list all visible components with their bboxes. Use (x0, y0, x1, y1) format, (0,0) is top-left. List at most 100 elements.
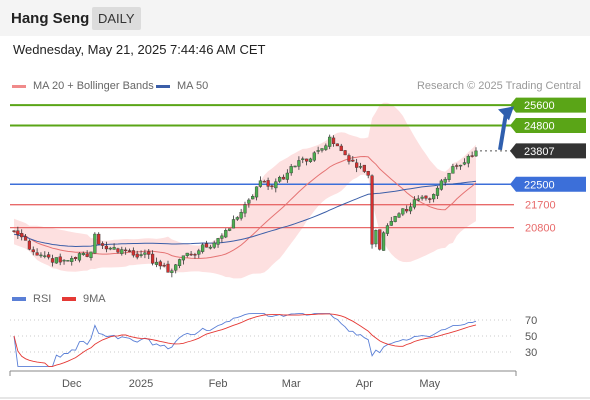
rsi-tick-30: 30 (525, 347, 537, 359)
candle-body (216, 238, 220, 245)
candle-body (305, 158, 309, 162)
candle-body (20, 233, 24, 238)
candle-body (66, 260, 70, 262)
rsi-swatch-icon (12, 297, 26, 301)
candle-body (316, 150, 320, 152)
candle-body (285, 172, 289, 180)
candle-body (251, 196, 255, 200)
rsi-ma-line (13, 313, 477, 367)
candle-body (416, 198, 420, 201)
candle-body (89, 251, 93, 258)
candle-body (27, 240, 31, 250)
x-tick-Apr: Apr (356, 378, 373, 390)
candle-body (120, 249, 124, 254)
legend-rsi-ma: 9MA (62, 293, 106, 305)
candle-body (197, 250, 201, 255)
candle-body (435, 187, 440, 196)
candle-body (181, 255, 185, 261)
candle-body (385, 225, 390, 234)
candle-body (77, 253, 82, 261)
x-tick-Mar: Mar (282, 378, 301, 390)
level-label-21700: 21700 (525, 200, 556, 212)
candle-body (54, 257, 58, 264)
candle-body (127, 250, 132, 252)
x-tick-Feb: Feb (209, 378, 228, 390)
level-label-23807: 23807 (524, 146, 555, 158)
candle-body (389, 221, 393, 226)
candle-body (166, 263, 170, 273)
candle-body (43, 255, 47, 257)
candle-body (262, 181, 266, 183)
candle-body (466, 155, 470, 164)
candle-body (235, 217, 239, 220)
candle-body (278, 177, 282, 182)
candle-body (451, 166, 455, 174)
candle-body (443, 178, 447, 183)
candle-body (208, 246, 212, 249)
ma20-swatch-icon (12, 84, 26, 88)
candle-body (270, 185, 274, 188)
level-label-25600: 25600 (524, 100, 555, 112)
candle-body (39, 254, 43, 257)
candle-body (239, 212, 243, 219)
candle-body (343, 150, 347, 156)
candle-body (331, 137, 336, 144)
ma50-line (13, 180, 477, 248)
level-tag-22500 (510, 176, 586, 192)
candle-body (177, 259, 182, 266)
candle-body (328, 136, 332, 147)
candle-body (293, 165, 297, 168)
candle-body (397, 213, 401, 218)
candle-body (147, 251, 151, 255)
candle-body (12, 230, 16, 232)
candle-body (351, 159, 355, 162)
candle-body (224, 230, 228, 238)
level-tag-23807 (510, 143, 586, 159)
candle-body (193, 254, 197, 256)
candle-body (420, 196, 424, 199)
candle-body (459, 164, 463, 167)
candle-body (274, 181, 278, 189)
bottom-divider (0, 397, 590, 399)
legend-ma50: MA 50 (156, 80, 208, 92)
datetime-label: Wednesday, May 21, 2025 7:44:46 AM CET (13, 42, 266, 57)
candle-body (401, 208, 405, 215)
candle-body (428, 198, 432, 200)
legend-rsi: RSI (12, 293, 51, 305)
candle-body (204, 243, 209, 248)
candle-body (289, 166, 293, 174)
candle-body (355, 162, 359, 168)
rsi-ma-swatch-icon (62, 297, 76, 301)
level-tag-24800 (510, 118, 586, 134)
candle-body (439, 180, 443, 190)
candle-body (432, 194, 436, 200)
candle-body (158, 261, 162, 267)
candle-body (81, 252, 85, 255)
x-tick-Dec: Dec (62, 378, 82, 390)
candle-body (370, 175, 374, 245)
candle-body (312, 152, 316, 161)
candle-body (347, 155, 351, 162)
legend-ma20: MA 20 + Bollinger Bands (12, 80, 154, 92)
candle-body (424, 195, 428, 199)
candle-body (50, 258, 55, 263)
candle-body (231, 219, 236, 229)
header-bar: Hang Seng DAILY (0, 0, 590, 36)
candle-body (366, 171, 370, 176)
candle-body (58, 256, 62, 263)
candle-body (124, 249, 128, 252)
level-tag-25600 (510, 97, 586, 113)
candle-body (412, 199, 416, 208)
copyright-note: Research © 2025 Trading Central (416, 80, 581, 92)
candle-body (378, 229, 382, 250)
candle-body (266, 180, 270, 187)
timeframe-badge[interactable]: DAILY (92, 7, 141, 30)
ma50-swatch-icon (156, 84, 170, 88)
candle-body (185, 252, 189, 256)
projection-arrow (498, 113, 508, 151)
candle-body (104, 245, 108, 250)
candle-body (139, 254, 143, 256)
candle-body (393, 216, 397, 222)
candle-body (201, 244, 205, 252)
candle-body (254, 186, 259, 198)
